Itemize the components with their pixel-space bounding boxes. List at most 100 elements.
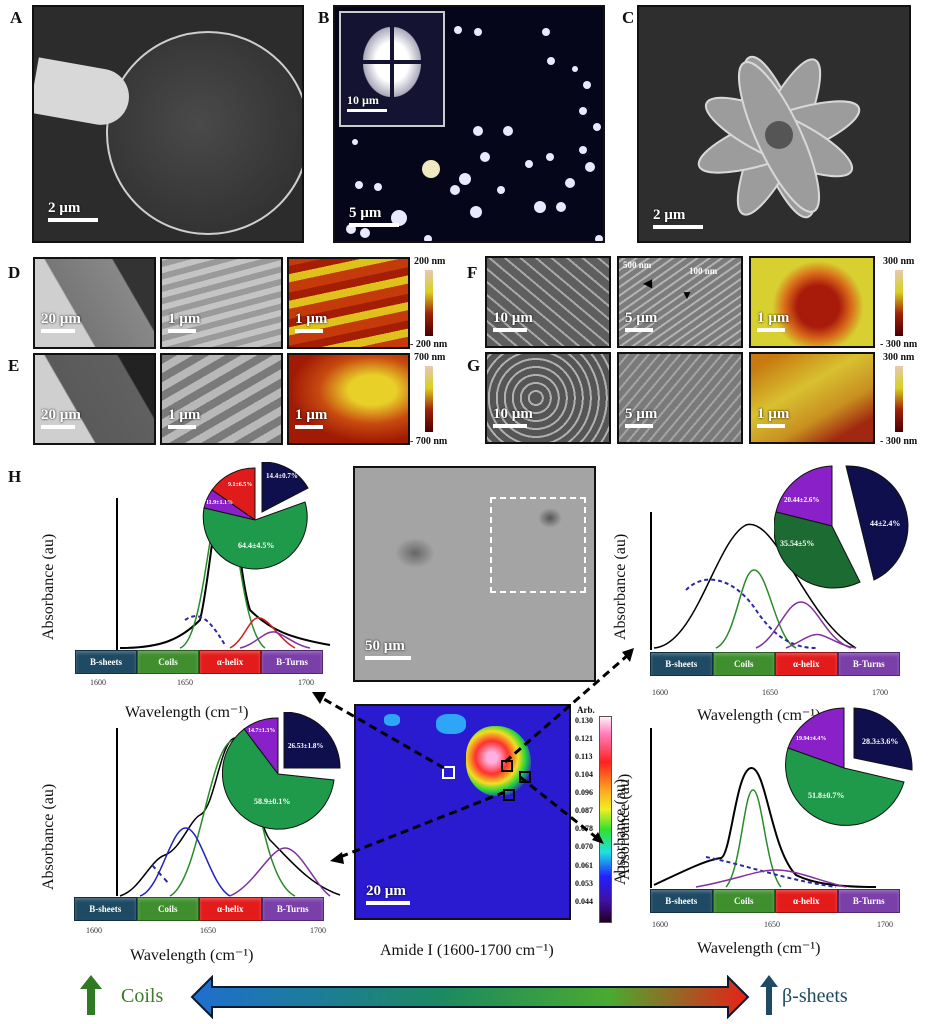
colorbar-g [895, 366, 903, 432]
svg-text:64.4±4.5%: 64.4±4.5% [238, 541, 274, 550]
scale-bar-g1: 10 µm [493, 406, 533, 428]
panel-f-sem-low: 10 µm [485, 256, 611, 348]
scale-bar-e2: 1 µm [168, 407, 200, 429]
panel-d-sem-high: 1 µm [160, 257, 283, 349]
ir-absorbance-map: 20 µm [354, 704, 571, 920]
svg-text:19.94±4.4%: 19.94±4.4% [796, 736, 826, 742]
y-axis-title: Absorbance (au) [612, 533, 629, 640]
crystal-field [346, 26, 603, 241]
panel-label-c: C [622, 8, 635, 27]
secondary-structure-bands: B-sheets Coils α-helix B-Turns [650, 652, 900, 676]
microsphere [106, 31, 302, 235]
annotation-100nm: 100 nm [689, 266, 718, 276]
inset-image: 10 µm [339, 11, 445, 127]
roi-marker-2 [519, 771, 531, 783]
svg-text:26.53±1.8%: 26.53±1.8% [288, 742, 323, 750]
y-axis-title: Absorbance (au) [612, 778, 629, 885]
panel-c-sem-flower: 2 µm [637, 5, 911, 243]
panel-e-afm: 1 µm [287, 353, 410, 445]
panel-label-d: D [8, 263, 21, 282]
colorbar-d-min: - 200 nm [410, 339, 448, 350]
panel-label-g: G [467, 356, 481, 375]
spectrum-plot [116, 728, 341, 897]
panel-label-a: A [10, 8, 23, 27]
svg-text:58.9±0.1%: 58.9±0.1% [254, 797, 290, 806]
arrow-icon: ◀ [643, 276, 653, 290]
panel-label-f: F [467, 263, 478, 282]
scale-bar-d2: 1 µm [168, 311, 200, 333]
scale-bar-a: 2 µm [48, 200, 98, 222]
panel-g-afm: 1 µm [749, 352, 875, 444]
scale-bar-map: 20 µm [366, 883, 410, 905]
colorbar-e [425, 366, 433, 432]
panel-e-sem-low: 20 µm [33, 353, 156, 445]
panel-a-sem-image: 2 µm [32, 5, 304, 243]
beta-sheets-label: β-sheets [782, 985, 848, 1007]
scale-bar-f2: 5 µm [625, 310, 657, 332]
scale-bar-d1: 20 µm [41, 311, 81, 333]
x-axis-title: Wavelength (cm⁻¹) [697, 940, 821, 957]
colorbar-f-min: - 300 nm [880, 339, 918, 350]
hotspot [466, 726, 531, 796]
svg-text:51.8±0.7%: 51.8±0.7% [808, 791, 844, 800]
probe-tip [34, 57, 134, 130]
panel-e-sem-high: 1 µm [160, 353, 283, 445]
panel-f-sem-high: 500 nm 100 nm ◀ ▼ 5 µm [617, 256, 743, 348]
roi-marker-1 [501, 760, 513, 772]
scale-bar-f3: 1 µm [757, 310, 789, 332]
panel-label-e: E [8, 356, 20, 375]
optical-image: 50 µm [353, 466, 596, 682]
flower-crystal [639, 7, 909, 241]
x-axis-title: Wavelength (cm⁻¹) [130, 947, 254, 964]
y-axis-title: Absorbance (au) [40, 533, 57, 640]
roi-marker-3 [503, 789, 515, 801]
spectrum-top-right: Absorbance (au) B-sheets Coils α-helix B… [612, 470, 912, 724]
scale-bar-f1: 10 µm [493, 310, 533, 332]
svg-text:20.44±2.6%: 20.44±2.6% [784, 496, 819, 504]
pie-bottom-left: 26.53±1.8% 58.9±0.1% 14.7±1.3% [222, 712, 341, 830]
colorbar-e-min: - 700 nm [410, 436, 448, 447]
arrow-icon: ▼ [681, 288, 693, 302]
spectrum-plot [650, 512, 857, 650]
secondary-structure-bands: B-sheets Coils α-helix B-Turns [650, 889, 900, 913]
roi-marker-background [442, 766, 455, 779]
panel-g-sem-high: 5 µm [617, 352, 743, 444]
secondary-structure-bands: B-sheets Coils α-helix B-Turns [74, 897, 324, 921]
panel-label-b: B [318, 8, 330, 27]
scale-bar-g3: 1 µm [757, 406, 789, 428]
scale-bar-g2: 5 µm [625, 406, 657, 428]
panel-b-polarized-image: 10 µm 5 µm [333, 5, 605, 243]
svg-text:11.9±1.1%: 11.9±1.1% [206, 500, 233, 506]
colorbar-d-max: 200 nm [414, 256, 446, 267]
panel-g-sem-low: 10 µm [485, 352, 611, 444]
inset-scale-bar: 10 µm [347, 93, 387, 112]
x-axis-title: Wavelength (cm⁻¹) [125, 704, 249, 721]
colorbar-f [895, 270, 903, 336]
y-axis-title: Absorbance (au) [40, 783, 57, 890]
colorbar-d [425, 270, 433, 336]
panel-d-afm: 1 µm [287, 257, 410, 349]
map-colorbar-unit: Arb. [577, 705, 595, 715]
scale-bar-c: 2 µm [653, 207, 703, 229]
up-arrow-beta-sheets-icon [760, 975, 778, 1015]
panel-f-afm: 1 µm [749, 256, 875, 348]
colorbar-f-max: 300 nm [883, 256, 915, 267]
annotation-500nm: 500 nm [623, 260, 652, 270]
svg-text:9.1±6.5%: 9.1±6.5% [228, 482, 252, 488]
svg-text:14.7±1.3%: 14.7±1.3% [248, 728, 275, 734]
secondary-structure-bands: B-sheets Coils α-helix B-Turns [75, 650, 323, 674]
panel-label-h: H [8, 467, 22, 486]
colorbar-e-max: 700 nm [414, 352, 446, 363]
pie-bottom-right: 28.3±3.6% 51.8±0.7% 19.94±4.4% [785, 707, 913, 826]
x-axis-title: Wavelength (cm⁻¹) [697, 707, 821, 724]
scale-bar-e1: 20 µm [41, 407, 81, 429]
map-colorbar [599, 716, 612, 923]
scale-bar-e3: 1 µm [295, 407, 327, 429]
map-caption: Amide I (1600-1700 cm⁻¹) [380, 942, 554, 959]
scale-bar-optical: 50 µm [365, 638, 411, 660]
colorbar-g-max: 300 nm [883, 352, 915, 363]
spectrum-plot [650, 728, 877, 888]
panel-d-sem-low: 20 µm [33, 257, 156, 349]
svg-text:28.3±3.6%: 28.3±3.6% [862, 737, 898, 746]
scale-bar-b: 5 µm [349, 205, 399, 227]
